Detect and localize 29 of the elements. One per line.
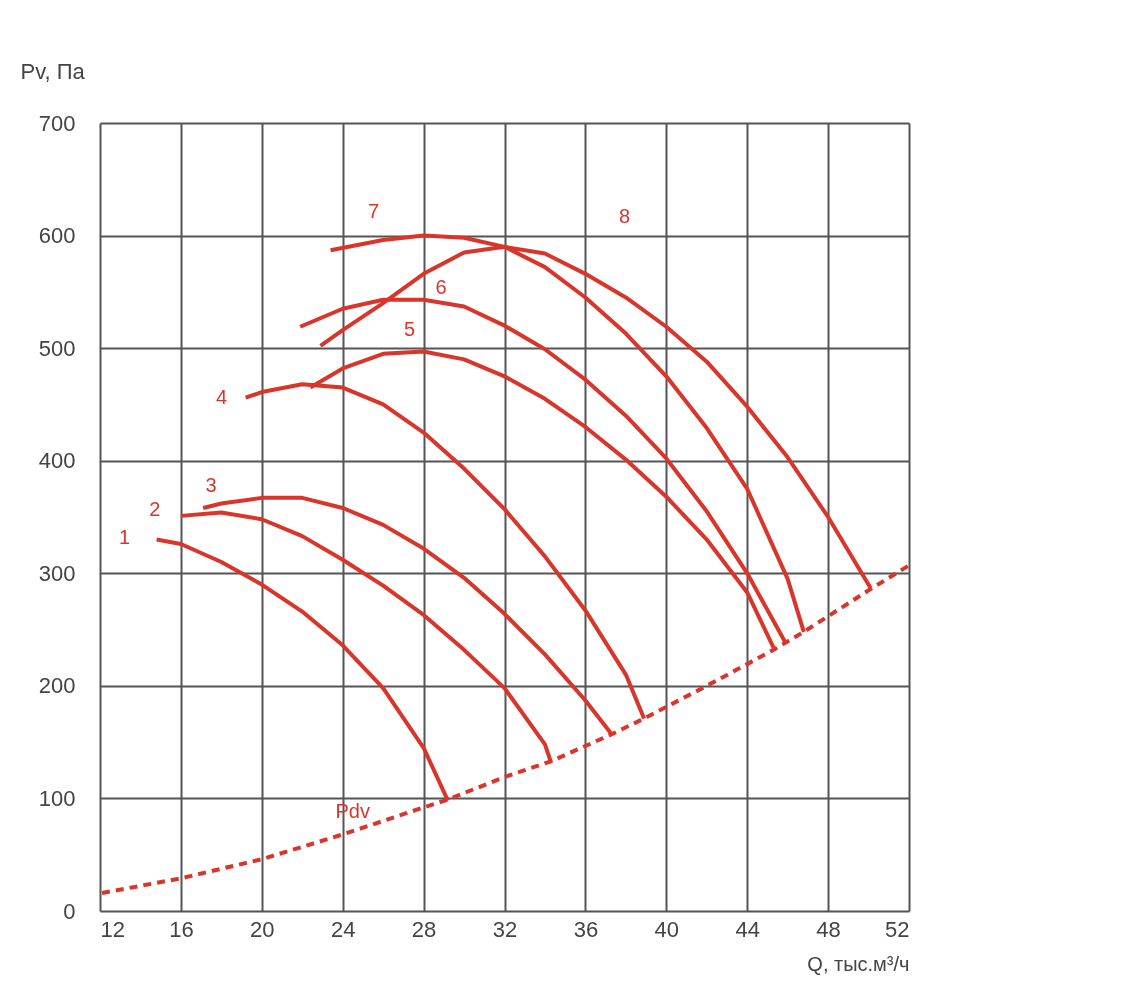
y-tick-label: 300: [38, 560, 76, 586]
y-tick-label: 500: [38, 335, 76, 361]
series-label: 4: [216, 385, 228, 408]
x-tick-label: 20: [250, 916, 275, 942]
series-label: 5: [404, 317, 416, 340]
x-axis-title: Q, тыс.м³/ч: [807, 952, 910, 975]
y-tick-label: 0: [63, 898, 76, 924]
x-tick-label: 36: [573, 916, 599, 942]
x-tick-label: 16: [169, 916, 194, 942]
y-tick-label: 700: [38, 110, 76, 136]
y-tick-label: 600: [38, 223, 76, 249]
series-label: 1: [119, 525, 131, 548]
y-axis-title: Pv, Па: [20, 58, 86, 84]
x-tick-label: 28: [411, 916, 437, 942]
x-tick-label: 32: [492, 916, 518, 942]
x-tick-label: 52: [885, 916, 910, 942]
x-tick-label: 12: [100, 916, 125, 942]
series-label: 7: [368, 199, 380, 222]
x-tick-label: 40: [654, 916, 680, 942]
x-tick-label: 48: [816, 916, 841, 942]
y-tick-label: 400: [38, 448, 76, 474]
series-label: 3: [205, 473, 217, 496]
y-tick-label: 200: [38, 673, 76, 699]
x-tick-label: 44: [735, 916, 760, 942]
series-label: 2: [149, 497, 161, 520]
series-label: 6: [435, 275, 447, 298]
x-tick-label: 24: [330, 916, 356, 942]
y-tick-label: 100: [38, 785, 76, 811]
text: 8: [618, 204, 631, 227]
